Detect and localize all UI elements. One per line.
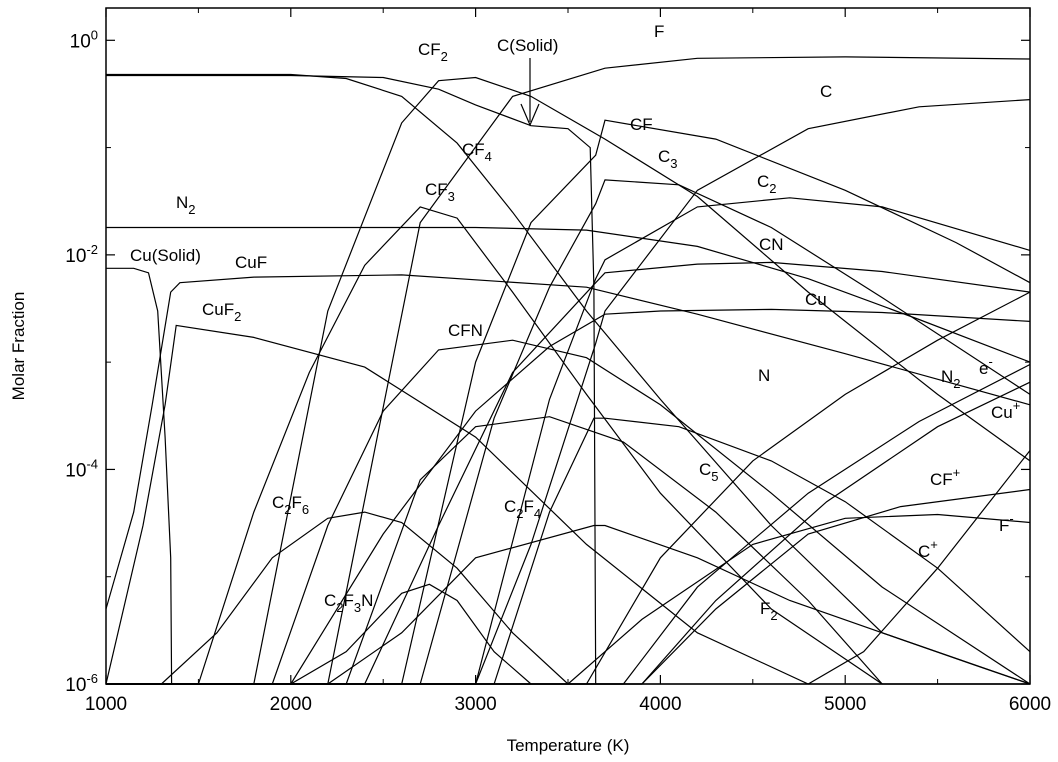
c-solid-arrow-head	[520, 103, 540, 127]
curve-label-cfplus: CF+	[930, 465, 960, 489]
series-line-c5	[106, 417, 1031, 685]
series-line-c-solid	[106, 74, 597, 685]
curve-label-c3: C3	[658, 147, 678, 171]
curve-label-fminus: F-	[999, 511, 1014, 535]
curve-label-c2f6: C2F6	[272, 493, 309, 517]
series-line-f2	[106, 524, 1031, 685]
series-line-cuf	[105, 274, 1031, 610]
y-tick-label: 100	[70, 27, 98, 52]
curve-label-c2f3n: C2F3N	[324, 591, 373, 615]
curve-label-eminus: e-	[979, 354, 993, 378]
series-line-cf	[106, 119, 1031, 685]
y-axis-title: Molar Fraction	[9, 292, 28, 401]
curve-label-group: F CF2 C(Solid) CF C CF4 C3 C2 CF3 N2 CN Cu(Solid) Cu…	[130, 22, 1020, 623]
series-line-c2f4	[106, 416, 883, 685]
curve-label-cuf2: CuF2	[202, 300, 241, 324]
series-line-f	[106, 56, 1031, 685]
series-line-c2f3n	[106, 583, 532, 685]
series-line-cf3	[106, 206, 1030, 685]
plot-frame	[105, 7, 1031, 685]
series-line-c2	[106, 197, 1031, 685]
x-tick-label: 1000	[85, 694, 127, 715]
series-line-c2f6	[106, 511, 624, 685]
curve-label-n: N	[758, 366, 770, 385]
curve-label-cfn: CFN	[448, 321, 483, 340]
series-line-cfplus	[106, 488, 1031, 685]
series-line-cplus	[106, 450, 1031, 685]
curve-label-cuplus: Cu+	[991, 398, 1020, 422]
series-line-c	[106, 99, 1031, 685]
series-line-c3	[106, 179, 1031, 685]
y-tick-label: 10-4	[65, 456, 98, 481]
curve-label-n2: N2	[941, 367, 961, 391]
curve-label-c: C	[820, 82, 832, 101]
series-line-n2	[106, 226, 1031, 363]
tick-label-group: 1000 2000 3000 4000 5000 6000 100 10-2 10-4 10-6	[65, 27, 1051, 715]
curve-label-cuf: CuF	[235, 253, 267, 272]
series-line-cuf2	[105, 324, 1030, 685]
curve-label-cf4: CF4	[462, 140, 492, 164]
series-line-cf2	[106, 76, 1031, 685]
curve-label-cf2: CF2	[418, 40, 448, 64]
curve-label-cplus: C+	[918, 537, 938, 561]
series-line-cf4	[106, 73, 1031, 685]
curve-label-cf3: CF3	[425, 180, 455, 204]
curve-group	[105, 56, 1031, 685]
curve-label-n2: N2	[176, 193, 196, 217]
x-tick-label: 6000	[1009, 694, 1051, 715]
curve-label-c2: C2	[757, 172, 777, 196]
series-line-cn	[106, 261, 1031, 685]
curve-label-cu: Cu	[805, 290, 827, 309]
curve-label-cn: CN	[759, 235, 784, 254]
series-line-cu-solid	[106, 267, 173, 685]
curve-label-c5: C5	[699, 460, 719, 484]
y-tick-label: 10-2	[65, 242, 98, 267]
x-tick-label: 4000	[639, 694, 681, 715]
curve-label-f2: F2	[760, 599, 778, 623]
curve-label-f: F	[654, 22, 664, 41]
x-axis-title: Temperature (K)	[507, 736, 630, 755]
curve-label-cf: CF	[630, 115, 653, 134]
x-tick-label: 3000	[454, 694, 496, 715]
tick-group	[105, 8, 1031, 685]
x-tick-label: 5000	[824, 694, 866, 715]
curve-label-c-solid: C(Solid)	[497, 36, 558, 55]
curve-label-c2f4: C2F4	[504, 497, 541, 521]
series-line-cfn	[106, 339, 1031, 685]
y-tick-label: 10-6	[65, 671, 98, 696]
series-line-cu	[106, 308, 1031, 685]
curve-label-cu-solid: Cu(Solid)	[130, 246, 201, 265]
x-tick-label: 2000	[270, 694, 312, 715]
